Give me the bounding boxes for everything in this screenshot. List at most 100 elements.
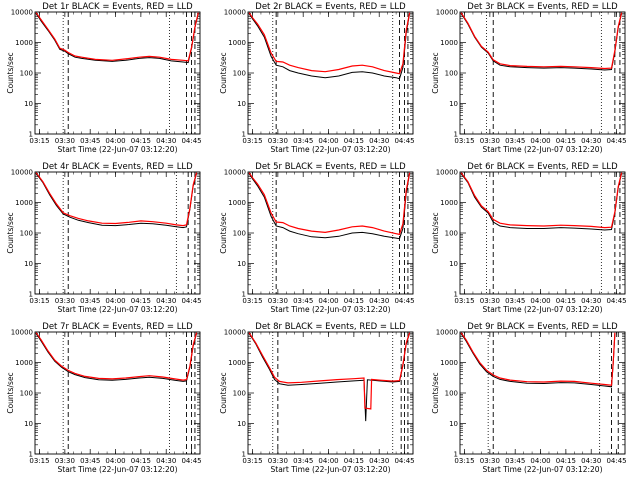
panel-8: Det 8r BLACK = Events, RED = LLD 1 10 100 10…: [219, 322, 415, 474]
lld-line: [35, 172, 198, 227]
lld-line: [248, 332, 411, 410]
y-tick-label: 10: [24, 260, 33, 268]
y-tick-label: 1000: [228, 199, 246, 207]
lld-line: [460, 172, 623, 229]
y-tick-label: 100: [20, 230, 33, 238]
x-tick-label: 04:45: [394, 297, 414, 305]
panel-4: Det 4r BLACK = Events, RED = LLD 1 10 100 10…: [6, 162, 202, 314]
x-axis-label: Start Time (22-Jun-07 03:12:20): [483, 465, 603, 474]
x-tick-label: 04:30: [581, 137, 601, 145]
x-tick-label: 04:00: [318, 457, 338, 465]
y-tick-label: 1: [29, 451, 33, 459]
y-tick-label: 1000: [15, 199, 33, 207]
plot-frame: [459, 171, 626, 295]
events-line: [460, 333, 616, 388]
x-tick-label: 04:00: [318, 137, 338, 145]
y-tick-label: 1000: [440, 39, 458, 47]
y-axis-label: Counts/sec: [431, 372, 440, 413]
panel-title: Det 1r BLACK = Events, RED = LLD: [42, 2, 193, 12]
x-tick-label: 04:00: [530, 457, 550, 465]
x-axis-label: Start Time (22-Jun-07 03:12:20): [271, 305, 391, 314]
x-tick-label: 04:30: [581, 457, 601, 465]
x-tick-label: 03:45: [293, 297, 313, 305]
y-tick-label: 100: [20, 70, 33, 78]
panel-6: Det 6r BLACK = Events, RED = LLD 1 10 100 10…: [431, 162, 627, 314]
y-axis-label: Counts/sec: [219, 212, 228, 253]
panel-3: Det 3r BLACK = Events, RED = LLD 1 10 100 10…: [431, 2, 627, 154]
x-tick-label: 04:00: [105, 457, 125, 465]
x-tick-label: 03:45: [505, 457, 525, 465]
y-tick-label: 1000: [15, 39, 33, 47]
x-tick-label: 03:15: [242, 297, 262, 305]
plot-frame: [459, 331, 626, 455]
x-tick-label: 04:45: [606, 297, 626, 305]
y-axis-label: Counts/sec: [6, 52, 15, 93]
x-tick-label: 04:15: [344, 297, 364, 305]
x-tick-label: 04:15: [131, 137, 151, 145]
x-tick-label: 04:30: [369, 137, 389, 145]
y-axis-label: Counts/sec: [431, 52, 440, 93]
panel-title: Det 7r BLACK = Events, RED = LLD: [42, 322, 193, 332]
x-tick-label: 04:45: [606, 137, 626, 145]
x-tick-label: 03:45: [80, 137, 100, 145]
panel-title: Det 8r BLACK = Events, RED = LLD: [255, 322, 406, 332]
y-tick-label: 10000: [11, 9, 33, 17]
plot-frame: [247, 171, 414, 295]
lld-line: [248, 12, 411, 75]
x-tick-label: 03:15: [29, 297, 49, 305]
y-tick-label: 100: [233, 390, 246, 398]
x-tick-label: 03:15: [29, 137, 49, 145]
y-tick-label: 1000: [228, 39, 246, 47]
y-tick-label: 1: [242, 131, 246, 139]
x-tick-label: 03:15: [242, 457, 262, 465]
x-tick-label: 03:45: [293, 457, 313, 465]
y-tick-label: 100: [445, 390, 458, 398]
x-tick-label: 04:00: [530, 297, 550, 305]
y-tick-label: 100: [233, 230, 246, 238]
y-tick-label: 100: [20, 390, 33, 398]
x-tick-label: 04:30: [156, 137, 176, 145]
y-tick-label: 10000: [436, 329, 458, 337]
y-tick-label: 10: [237, 420, 246, 428]
x-tick-label: 03:30: [268, 137, 288, 145]
y-tick-label: 10: [24, 420, 33, 428]
x-tick-label: 04:45: [394, 457, 414, 465]
x-tick-label: 04:15: [556, 457, 576, 465]
events-line: [248, 13, 411, 80]
x-axis-label: Start Time (22-Jun-07 03:12:20): [483, 305, 603, 314]
y-tick-label: 1: [29, 291, 33, 299]
y-tick-label: 10: [449, 100, 458, 108]
panel-title: Det 5r BLACK = Events, RED = LLD: [255, 162, 406, 172]
y-axis-label: Counts/sec: [219, 372, 228, 413]
x-tick-label: 04:15: [556, 297, 576, 305]
x-tick-label: 03:15: [29, 457, 49, 465]
x-tick-label: 04:30: [156, 297, 176, 305]
events-line: [248, 173, 411, 240]
panel-title: Det 2r BLACK = Events, RED = LLD: [255, 2, 406, 12]
y-tick-label: 1: [242, 291, 246, 299]
plot-frame: [247, 331, 414, 455]
x-tick-label: 03:30: [55, 457, 75, 465]
panel-5: Det 5r BLACK = Events, RED = LLD 1 10 100 10…: [219, 162, 415, 314]
x-tick-label: 04:45: [181, 457, 201, 465]
plot-frame: [459, 11, 626, 135]
x-tick-label: 04:30: [581, 297, 601, 305]
x-tick-label: 03:45: [505, 297, 525, 305]
panel-title: Det 9r BLACK = Events, RED = LLD: [467, 322, 618, 332]
y-tick-label: 100: [233, 70, 246, 78]
y-tick-label: 10000: [436, 9, 458, 17]
x-tick-label: 04:45: [181, 137, 201, 145]
x-axis-label: Start Time (22-Jun-07 03:12:20): [58, 305, 178, 314]
y-tick-label: 10000: [224, 9, 246, 17]
y-tick-label: 10000: [224, 169, 246, 177]
x-tick-label: 03:30: [268, 297, 288, 305]
events-line: [35, 13, 199, 64]
lld-line: [248, 172, 411, 236]
x-tick-label: 03:15: [454, 137, 474, 145]
events-line: [35, 333, 198, 382]
y-axis-label: Counts/sec: [431, 212, 440, 253]
x-tick-label: 04:45: [181, 297, 201, 305]
panel-title: Det 3r BLACK = Events, RED = LLD: [467, 2, 618, 12]
lld-line: [35, 332, 198, 381]
y-tick-label: 10: [24, 100, 33, 108]
